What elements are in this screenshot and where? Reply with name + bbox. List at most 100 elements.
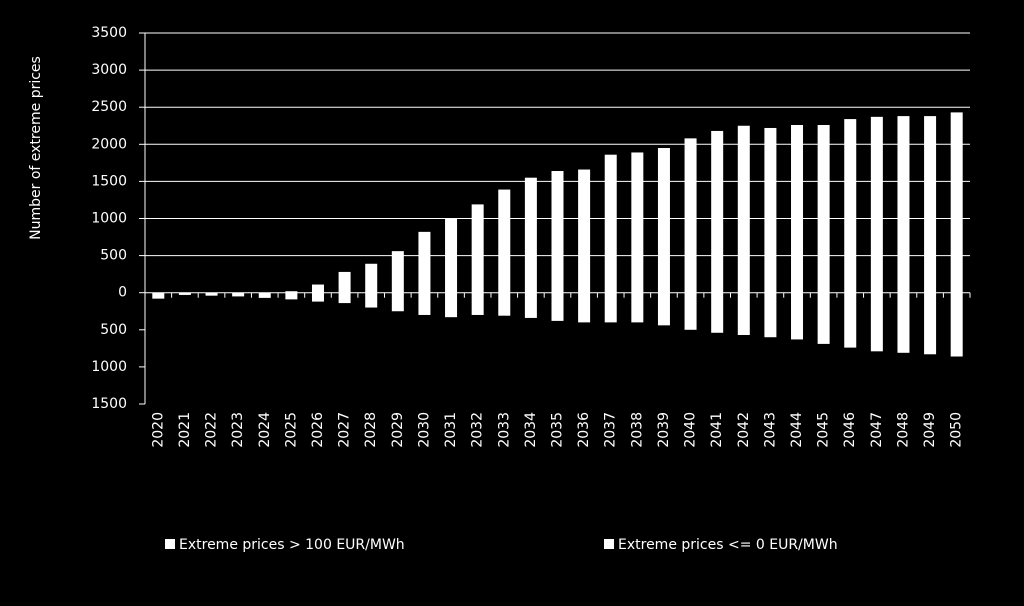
x-tick-label: 2041 [709, 412, 725, 448]
y-tick-label: 1500 [91, 396, 127, 412]
bar [737, 292, 750, 335]
bar [258, 292, 271, 298]
x-tick-label: 2031 [443, 412, 459, 448]
x-tick-label: 2039 [656, 412, 672, 448]
x-tick-label: 2025 [283, 412, 299, 448]
bar [285, 291, 298, 293]
x-tick-label: 2020 [150, 412, 166, 448]
legend-label: Extreme prices <= 0 EUR/MWh [618, 537, 838, 553]
x-tick-label: 2035 [550, 412, 566, 448]
bar [152, 292, 165, 299]
x-tick-label: 2047 [869, 412, 885, 448]
bar [445, 292, 458, 318]
y-tick-label: 3500 [91, 25, 127, 41]
bar [657, 292, 670, 326]
x-tick-label: 2049 [922, 412, 938, 448]
bar [285, 292, 298, 300]
x-tick-label: 2022 [204, 412, 220, 448]
bar [604, 292, 617, 323]
x-tick-label: 2040 [683, 412, 699, 448]
bar [924, 116, 937, 293]
x-tick-label: 2027 [337, 412, 353, 448]
bar [897, 292, 910, 353]
bar [817, 125, 830, 293]
bar [897, 116, 910, 293]
bar [950, 292, 963, 357]
bar [791, 125, 804, 293]
bar [338, 292, 351, 304]
x-tick-label: 2050 [949, 412, 965, 448]
bar [418, 231, 431, 293]
bar [578, 169, 591, 293]
bar [338, 271, 351, 293]
bar [311, 292, 324, 302]
y-tick-label: 2000 [91, 136, 127, 152]
bar [870, 116, 883, 293]
bar [418, 292, 431, 315]
bar [391, 251, 404, 293]
bar [391, 292, 404, 312]
y-tick-label: 2500 [91, 99, 127, 115]
bar [817, 292, 830, 344]
bar [578, 292, 591, 323]
bar [631, 152, 644, 293]
bar [764, 127, 777, 293]
bar [737, 125, 750, 293]
bar [471, 204, 484, 293]
bar [604, 154, 617, 293]
bar [684, 292, 697, 330]
bar [498, 292, 511, 316]
bar [445, 218, 458, 293]
x-tick-label: 2032 [470, 412, 486, 448]
bar [524, 177, 537, 293]
bar [711, 130, 724, 293]
y-tick-label: 3000 [91, 62, 127, 78]
x-tick-label: 2036 [576, 412, 592, 448]
legend-swatch [165, 539, 175, 549]
y-tick-label: 1000 [91, 211, 127, 227]
x-tick-label: 2037 [603, 412, 619, 448]
x-tick-label: 2024 [257, 412, 273, 448]
x-tick-label: 2033 [496, 412, 512, 448]
y-tick-label: 500 [100, 248, 127, 264]
bar [657, 148, 670, 293]
bar [205, 292, 218, 296]
x-tick-label: 2044 [789, 412, 805, 448]
x-tick-label: 2045 [816, 412, 832, 448]
y-tick-label: 1500 [91, 173, 127, 189]
y-axis-label: Number of extreme prices [28, 56, 44, 240]
bar [764, 292, 777, 338]
legend-swatch [604, 539, 614, 549]
bar [684, 138, 697, 293]
x-tick-label: 2023 [230, 412, 246, 448]
x-tick-label: 2043 [762, 412, 778, 448]
x-tick-label: 2046 [842, 412, 858, 448]
bar [844, 292, 857, 348]
bar [365, 263, 378, 293]
x-tick-label: 2026 [310, 412, 326, 448]
x-tick-label: 2021 [177, 412, 193, 448]
x-tick-label: 2042 [736, 412, 752, 448]
bar [524, 292, 537, 318]
x-tick-label: 2030 [416, 412, 432, 448]
bar [551, 292, 564, 321]
bar [844, 119, 857, 293]
bar [551, 171, 564, 293]
legend-label: Extreme prices > 100 EUR/MWh [179, 537, 405, 553]
y-tick-label: 500 [100, 322, 127, 338]
bar [178, 292, 191, 295]
y-tick-label: 1000 [91, 359, 127, 375]
bar [631, 292, 644, 323]
bar [365, 292, 378, 308]
x-tick-label: 2038 [629, 412, 645, 448]
bar [311, 284, 324, 293]
x-tick-label: 2034 [523, 412, 539, 448]
x-tick-label: 2048 [895, 412, 911, 448]
bar [471, 292, 484, 315]
y-tick-label: 0 [118, 285, 127, 301]
bar [870, 292, 883, 352]
bar [791, 292, 804, 340]
